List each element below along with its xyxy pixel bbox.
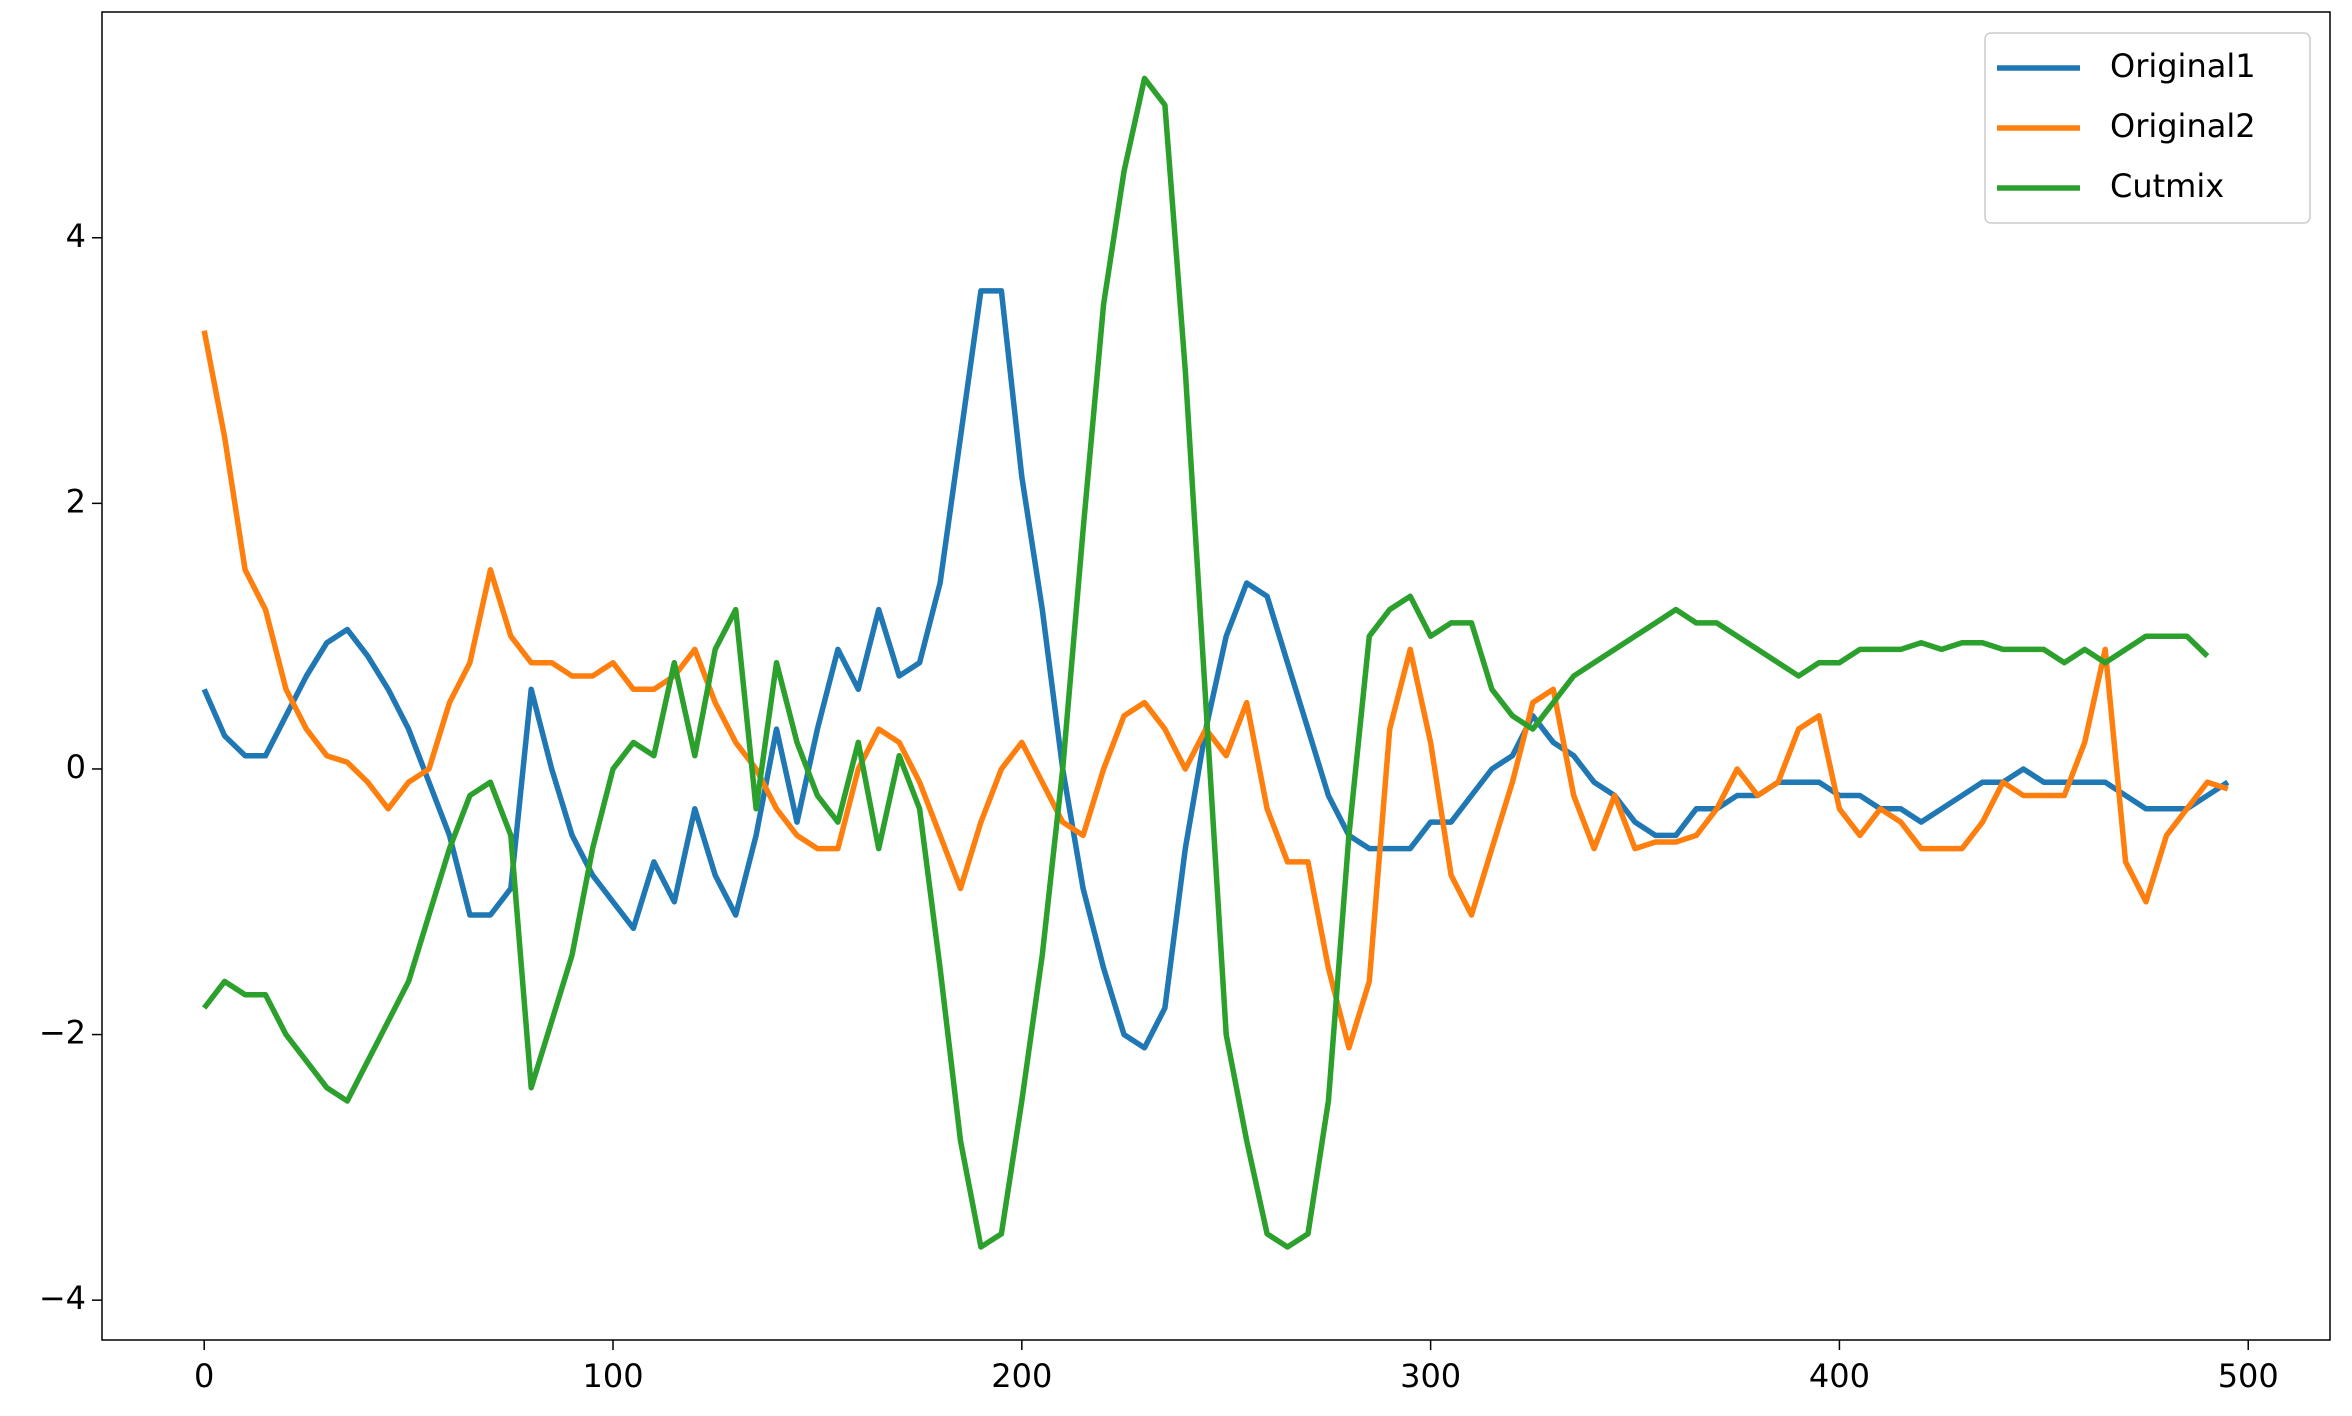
- y-tick-label: −2: [39, 1014, 86, 1052]
- line: [201, 288, 2230, 1051]
- x-tick-label: 100: [582, 1357, 643, 1395]
- x-tick-label: 500: [2218, 1357, 2279, 1395]
- legend-label: Cutmix: [2110, 167, 2224, 205]
- legend-label: Original2: [2110, 107, 2256, 145]
- x-tick-label: 300: [1400, 1357, 1461, 1395]
- y-tick-label: 2: [66, 482, 86, 520]
- line: [201, 330, 2229, 1051]
- x-tick-label: 200: [991, 1357, 1052, 1395]
- y-tick-label: 0: [66, 748, 86, 786]
- plot-frame: [101, 11, 2331, 1341]
- line: [202, 75, 2210, 1250]
- x-tick-label: 0: [194, 1357, 214, 1395]
- x-tick-label: 400: [1809, 1357, 1870, 1395]
- y-tick-label: −4: [39, 1279, 86, 1317]
- legend-label: Original1: [2110, 47, 2256, 85]
- legend: [1984, 32, 2311, 224]
- y-tick-label: 4: [66, 217, 86, 255]
